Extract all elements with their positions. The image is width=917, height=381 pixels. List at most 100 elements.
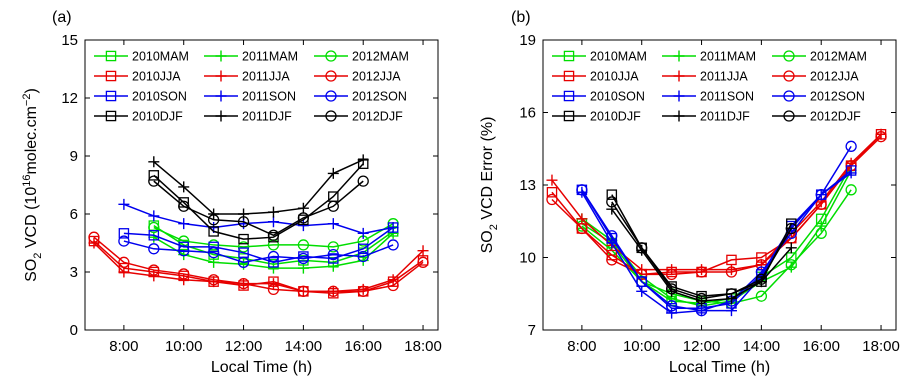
y-tick-label: 0 (70, 322, 78, 339)
marker-circle-2 (665, 283, 678, 295)
legend-label: 2010JJA (132, 70, 181, 84)
marker-plus-11 (417, 245, 429, 257)
marker-circle-1 (606, 230, 618, 242)
marker-plus-3 (666, 307, 678, 319)
marker-plus-0 (673, 90, 685, 102)
marker-circle-0 (118, 235, 130, 247)
x-tick-label: 12:00 (225, 338, 263, 355)
marker-circle-0 (783, 70, 795, 82)
marker-circle-3 (207, 247, 220, 259)
marker-plus-0 (606, 203, 618, 215)
marker-plus-3 (238, 208, 250, 220)
marker-circle-8 (357, 250, 369, 263)
legend-entry-2011DJF: 2011DJF (204, 110, 292, 124)
series-2012DJF (148, 175, 369, 241)
marker-plus-2 (208, 208, 220, 220)
marker-circle-7 (357, 175, 369, 187)
series-line-2010JJA (551, 133, 882, 276)
legend-label: 2010DJF (132, 110, 183, 124)
marker-square-0 (105, 90, 117, 102)
marker-plus-0 (148, 156, 160, 168)
chart-panel-b: 8:00 10:00 12:00 14:00 16:00 18:00 7 10 13 16 19 Lo… (479, 9, 900, 376)
x-axis-label: Local Time (h) (669, 359, 770, 376)
marker-circle-3 (237, 241, 250, 253)
marker-circle-0 (88, 231, 100, 243)
marker-plus-6 (785, 242, 797, 254)
legend-label: 2012SON (810, 90, 865, 104)
marker-circle-5 (237, 277, 250, 290)
marker-circle-0 (325, 70, 337, 82)
y-axis-label-part: VCD (10 (23, 187, 40, 253)
x-tick-label: 10:00 (165, 338, 203, 355)
marker-plus-0 (215, 90, 227, 102)
marker-circle-9 (845, 140, 857, 152)
x-tick-label: 8:00 (109, 338, 138, 355)
y-tick-label: 9 (70, 148, 78, 165)
marker-circle-0 (148, 175, 160, 187)
marker-plus-5 (267, 216, 279, 228)
legend-label: 2011SON (242, 90, 296, 104)
legend-entry-2011MAM: 2011MAM (204, 50, 298, 64)
legend-entry-2012JJA: 2012JJA (314, 70, 401, 84)
series-2012JJA (546, 131, 887, 281)
marker-circle-2 (148, 264, 160, 276)
legend-label: 2011DJF (700, 110, 750, 124)
marker-circle-5 (297, 212, 310, 224)
series-2010MAM (576, 160, 857, 309)
marker-circle-5 (297, 239, 310, 251)
marker-circle-0 (783, 110, 795, 122)
marker-square-3 (208, 241, 219, 253)
legend-label: 2012MAM (352, 50, 409, 64)
series-2011SON (118, 198, 399, 239)
panel-label: (a) (52, 9, 72, 26)
marker-square-0 (118, 228, 130, 239)
marker-circle-2 (606, 254, 618, 266)
marker-plus-6 (327, 167, 339, 179)
y-tick-label: 19 (519, 32, 536, 49)
marker-circle-11 (417, 256, 429, 268)
legend-entry-2012DJF: 2012DJF (772, 110, 861, 124)
marker-plus-6 (297, 220, 309, 232)
x-tick-label: 16:00 (344, 338, 382, 355)
marker-circle-2 (207, 214, 220, 226)
marker-circle-3 (695, 292, 708, 305)
marker-circle-9 (357, 285, 369, 297)
legend-label: 2010MAM (132, 50, 189, 64)
legend-label: 2011DJF (242, 110, 292, 124)
marker-circle-1 (636, 242, 648, 254)
x-tick-label: 16:00 (802, 338, 840, 355)
marker-circle-7 (327, 248, 339, 261)
series-2012SON (118, 235, 399, 268)
series-2010DJF (606, 189, 797, 302)
legend-label: 2012JJA (352, 70, 401, 84)
series-line-2011MAM (581, 170, 852, 307)
panel-label: (b) (511, 9, 531, 26)
marker-plus-1 (148, 210, 160, 222)
series-line-2012MAM (153, 223, 394, 248)
y-axis-label-part: ) (23, 88, 40, 93)
series-line-2012DJF (611, 201, 792, 300)
series-line-2012SON (581, 145, 852, 312)
marker-circle-7 (297, 285, 310, 297)
marker-square-1 (148, 230, 160, 241)
legend-entry-2010MAM: 2010MAM (94, 50, 189, 64)
marker-square-0 (105, 50, 117, 62)
marker-circle-6 (725, 266, 738, 278)
x-tick-label: 14:00 (743, 338, 781, 355)
series-2010JJA (546, 128, 887, 280)
marker-plus-0 (215, 110, 227, 122)
marker-plus-7 (327, 218, 339, 230)
marker-plus-0 (118, 198, 130, 210)
marker-circle-8 (327, 285, 339, 297)
y-tick-label: 3 (70, 264, 78, 281)
series-line-2011SON (123, 203, 394, 235)
marker-plus-1 (118, 266, 130, 278)
marker-circle-0 (148, 221, 160, 234)
marker-plus-4 (267, 262, 279, 274)
y-tick-label: 15 (61, 32, 78, 49)
legend-label: 2010SON (132, 90, 187, 104)
marker-plus-1 (606, 237, 618, 249)
marker-plus-9 (387, 222, 399, 234)
marker-plus-10 (387, 274, 399, 286)
